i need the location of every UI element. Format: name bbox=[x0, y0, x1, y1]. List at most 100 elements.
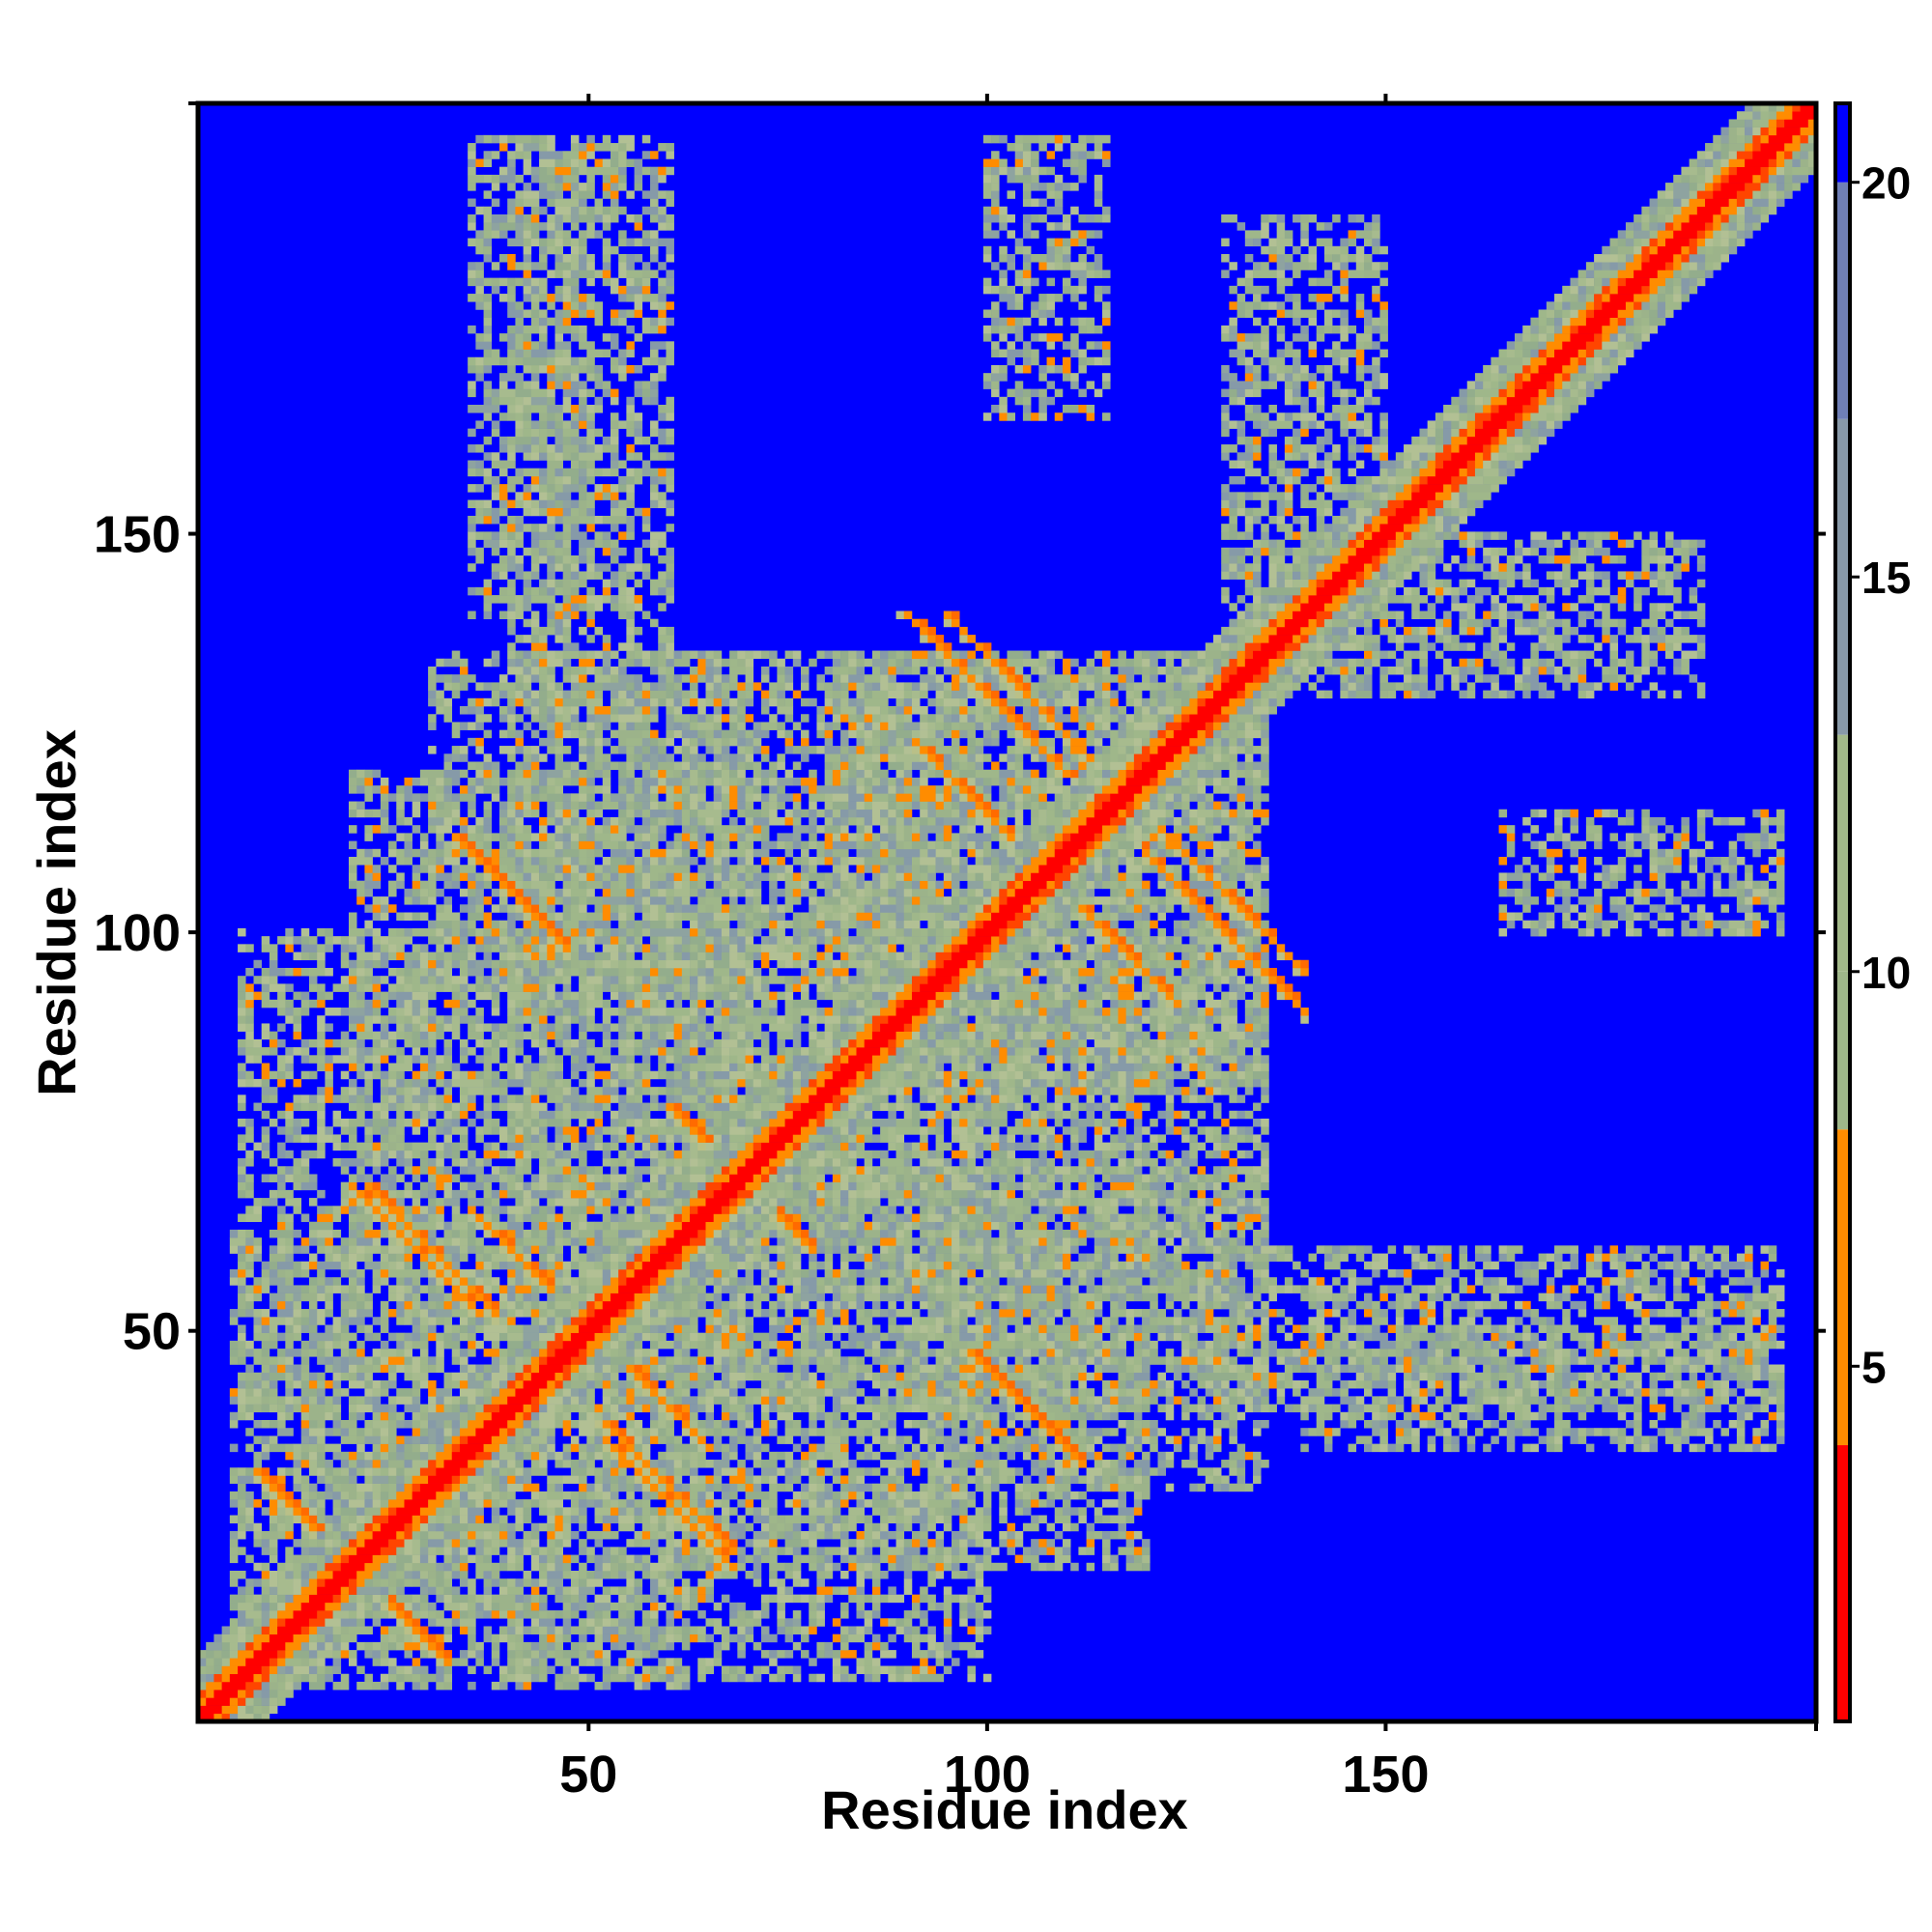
heatmap-cell bbox=[570, 1309, 580, 1318]
heatmap-cell bbox=[848, 1562, 857, 1572]
heatmap-cell bbox=[1506, 1324, 1516, 1333]
heatmap-cell bbox=[1387, 1404, 1397, 1413]
heatmap-cell bbox=[213, 1650, 222, 1659]
heatmap-cell bbox=[1133, 1396, 1143, 1405]
heatmap-cell bbox=[777, 1530, 785, 1540]
heatmap-cell bbox=[1031, 1547, 1039, 1555]
heatmap-cell bbox=[658, 1578, 667, 1587]
heatmap-cell bbox=[729, 1522, 746, 1532]
heatmap-cell bbox=[602, 1626, 619, 1634]
heatmap-cell bbox=[269, 1324, 278, 1333]
heatmap-cell bbox=[832, 1586, 841, 1595]
heatmap-cell bbox=[293, 1364, 302, 1374]
heatmap-cell bbox=[1483, 1443, 1492, 1453]
heatmap-cell bbox=[1363, 1349, 1373, 1357]
heatmap-cell bbox=[468, 1340, 476, 1350]
heatmap-cell bbox=[356, 1300, 365, 1310]
heatmap-cell bbox=[792, 1300, 802, 1310]
heatmap-cell bbox=[515, 1618, 524, 1627]
heatmap-cell bbox=[1514, 1300, 1523, 1310]
heatmap-cell bbox=[1395, 1340, 1405, 1350]
heatmap-cell bbox=[634, 1309, 643, 1318]
heatmap-cell bbox=[1038, 1443, 1047, 1453]
heatmap-cell bbox=[1728, 1309, 1738, 1318]
heatmap-cell bbox=[1157, 1379, 1167, 1389]
heatmap-cell bbox=[1570, 1428, 1578, 1436]
heatmap-cell bbox=[784, 1539, 802, 1548]
heatmap-cell bbox=[1348, 1364, 1357, 1374]
heatmap-cell bbox=[824, 1428, 834, 1436]
heatmap-cell bbox=[1332, 1332, 1341, 1342]
heatmap-cell bbox=[1355, 1349, 1365, 1357]
heatmap-cell bbox=[349, 1356, 365, 1365]
heatmap-cell bbox=[935, 1460, 945, 1468]
heatmap-cell bbox=[269, 1388, 278, 1397]
heatmap-cell bbox=[903, 1379, 913, 1389]
heatmap-cell bbox=[356, 1618, 365, 1627]
heatmap-cell bbox=[1538, 1379, 1548, 1389]
heatmap-cell bbox=[245, 1578, 254, 1587]
heatmap-cell bbox=[1014, 1467, 1024, 1476]
heatmap-cell bbox=[1554, 1300, 1563, 1310]
heatmap-cell bbox=[579, 1594, 587, 1604]
heatmap-cell bbox=[1181, 1379, 1190, 1389]
heatmap-cell bbox=[308, 1634, 318, 1643]
heatmap-cell bbox=[927, 1626, 936, 1634]
heatmap-cell bbox=[1014, 1300, 1024, 1310]
heatmap-cell bbox=[515, 1467, 524, 1476]
heatmap-cell bbox=[856, 1356, 866, 1365]
heatmap-cell bbox=[1451, 1356, 1460, 1365]
heatmap-cell bbox=[1498, 1324, 1508, 1333]
heatmap-cell bbox=[927, 1515, 936, 1524]
heatmap-cell bbox=[356, 1530, 373, 1540]
heatmap-cell bbox=[943, 1483, 952, 1492]
heatmap-cell bbox=[1197, 1435, 1207, 1444]
heatmap-cell bbox=[1022, 1554, 1039, 1564]
heatmap-cell bbox=[832, 1388, 849, 1397]
heatmap-cell bbox=[809, 1443, 817, 1453]
heatmap-cell bbox=[888, 1349, 896, 1357]
heatmap-cell bbox=[340, 1364, 350, 1374]
heatmap-cell bbox=[523, 1578, 532, 1587]
heatmap-cell bbox=[911, 1554, 921, 1564]
heatmap-cell bbox=[229, 1539, 239, 1548]
heatmap-cell bbox=[269, 1539, 278, 1548]
heatmap-cell bbox=[1474, 1332, 1484, 1342]
heatmap-cell bbox=[1720, 1364, 1729, 1374]
heatmap-cell bbox=[1332, 1388, 1341, 1397]
heatmap-cell bbox=[1022, 1309, 1032, 1318]
heatmap-cell bbox=[483, 1610, 493, 1619]
heatmap-cell bbox=[245, 1697, 254, 1706]
heatmap-cell bbox=[1562, 1364, 1571, 1374]
heatmap-cell bbox=[261, 1571, 270, 1579]
heatmap-cell bbox=[523, 1594, 532, 1604]
heatmap-cell bbox=[975, 1483, 984, 1492]
heatmap-cell bbox=[634, 1578, 643, 1587]
heatmap-cell bbox=[666, 1356, 674, 1365]
heatmap-cell bbox=[610, 1634, 619, 1643]
heatmap-cell bbox=[579, 1388, 587, 1397]
heatmap-cell bbox=[1736, 1349, 1746, 1357]
heatmap-cell bbox=[539, 1594, 548, 1604]
heatmap-cell bbox=[1736, 1364, 1746, 1374]
heatmap-cell bbox=[999, 1317, 1008, 1325]
heatmap-cell bbox=[1022, 1340, 1047, 1350]
heatmap-cell bbox=[1253, 1475, 1262, 1484]
heatmap-cell bbox=[690, 1451, 698, 1461]
heatmap-cell bbox=[864, 1650, 873, 1659]
heatmap-cell bbox=[1705, 1396, 1714, 1405]
heatmap-cell bbox=[824, 1443, 841, 1453]
heatmap-cell bbox=[261, 1285, 270, 1293]
heatmap-cell bbox=[1538, 1411, 1548, 1421]
heatmap-cell bbox=[880, 1443, 896, 1453]
heatmap-cell bbox=[801, 1332, 810, 1342]
heatmap-cell bbox=[690, 1324, 698, 1333]
heatmap-cell bbox=[523, 1451, 532, 1461]
heatmap-cell bbox=[238, 1475, 254, 1484]
heatmap-cell bbox=[650, 1379, 659, 1389]
heatmap-cell bbox=[634, 1586, 643, 1595]
heatmap-cell bbox=[1014, 1309, 1024, 1318]
heatmap-cell bbox=[864, 1293, 881, 1302]
heatmap-cell bbox=[753, 1507, 762, 1516]
heatmap-cell bbox=[1768, 1293, 1777, 1302]
